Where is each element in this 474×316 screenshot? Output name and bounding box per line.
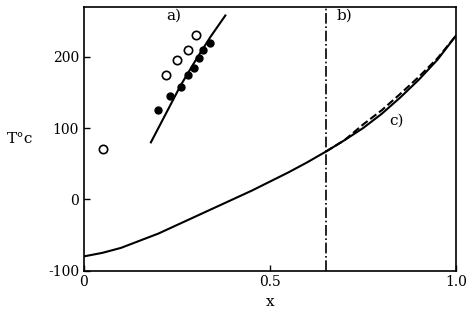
Text: a): a) <box>166 9 181 23</box>
Text: b): b) <box>337 9 353 23</box>
Text: c): c) <box>389 114 404 128</box>
X-axis label: x: x <box>266 295 274 309</box>
Y-axis label: T°c: T°c <box>7 132 33 146</box>
